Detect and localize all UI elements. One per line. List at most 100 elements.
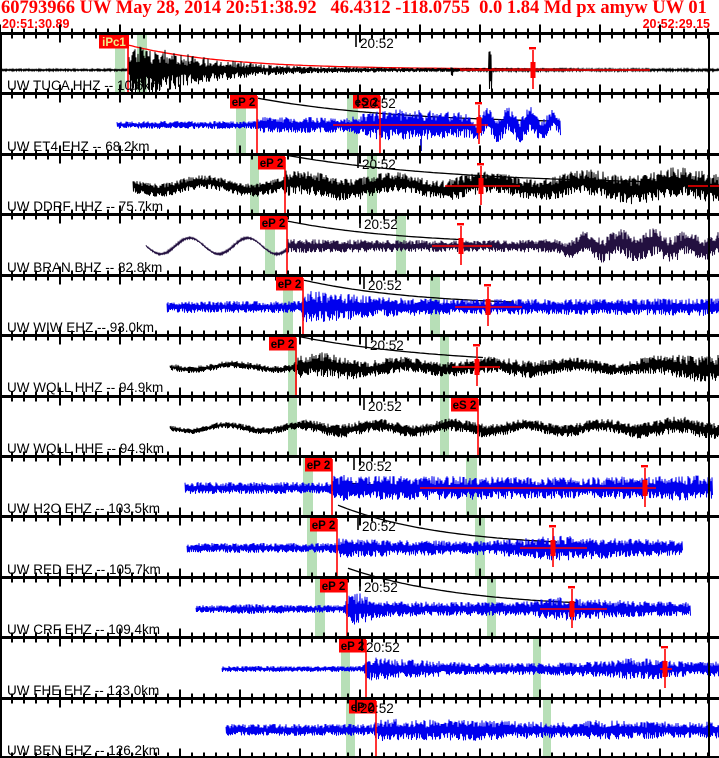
coda-duration-marker[interactable] bbox=[420, 464, 656, 507]
trace-plot[interactable]: eP 2 20:52 bbox=[0, 447, 719, 517]
trace-plot[interactable]: eP 2 eS 2 20:52 bbox=[0, 84, 719, 154]
time-label: 20:52 bbox=[362, 157, 396, 172]
right-frame-border bbox=[708, 33, 710, 758]
trace-plot[interactable]: eP 2 20:52 bbox=[0, 504, 719, 577]
waveform[interactable] bbox=[225, 718, 719, 741]
waveform[interactable] bbox=[169, 352, 719, 382]
green-highlight bbox=[115, 35, 125, 94]
time-label: 20:52 bbox=[368, 399, 402, 414]
waveform[interactable] bbox=[184, 474, 713, 501]
trace-row[interactable]: eP 2 20:52 UW FHE EHZ -- 123.0km bbox=[0, 628, 719, 698]
trace-plot[interactable]: iPc1 20:52 bbox=[0, 24, 719, 94]
pick-label: eP 2 bbox=[260, 158, 283, 170]
time-label: 20:52 bbox=[360, 701, 394, 716]
phase-pick-flag[interactable]: eS 2 bbox=[353, 95, 381, 154]
waveform[interactable] bbox=[132, 167, 719, 204]
pick-label: eP 2 bbox=[307, 460, 330, 472]
phase-pick-flag[interactable]: eP 2 bbox=[258, 155, 286, 215]
pick-label: eP 2 bbox=[341, 641, 364, 653]
coda-duration-marker[interactable] bbox=[660, 646, 672, 689]
coda-decay-curve bbox=[347, 567, 577, 604]
phase-pick-flag[interactable]: iPc1 bbox=[99, 35, 129, 94]
trace-row[interactable]: eP 2 20:52 UW WIW EHZ -- 93.0km bbox=[0, 266, 719, 336]
coda-duration-marker[interactable] bbox=[452, 344, 500, 387]
phase-pick-flag[interactable]: eP 2 bbox=[339, 639, 367, 698]
trace-row[interactable]: eS 2 20:52 UW WQLL HHE -- 94.9km bbox=[0, 387, 719, 457]
station-label: UW H2O EHZ -- 103.5km bbox=[7, 501, 161, 517]
trace-row[interactable]: eP 2 20:52 UW BRAN BHZ -- 82.8km bbox=[0, 205, 719, 275]
phase-pick-flag[interactable]: eS 2 bbox=[451, 397, 479, 456]
coda-decay-curve bbox=[296, 335, 484, 359]
time-ruler bbox=[0, 205, 719, 224]
pick-label: iPc1 bbox=[102, 37, 126, 49]
trace-plot[interactable]: eS 2 20:52 bbox=[0, 387, 719, 457]
station-label: UW BRAN BHZ -- 82.8km bbox=[7, 259, 163, 275]
time-label: 20:52 bbox=[368, 278, 402, 293]
trace-row[interactable]: eP 2 20:52 UW DDRF HHZ -- 75.7km bbox=[0, 145, 719, 215]
coda-duration-marker[interactable] bbox=[460, 47, 650, 89]
phase-pick-flag[interactable]: eP 2 bbox=[305, 457, 333, 517]
trace-row[interactable]: eP 2 20:52 UW CRF EHZ -- 109.4km bbox=[0, 567, 719, 638]
pick-label: eP 2 bbox=[232, 97, 255, 109]
station-label: UW FHE EHZ -- 123.0km bbox=[7, 682, 160, 698]
coda-duration-marker[interactable] bbox=[432, 223, 492, 266]
phase-pick-flag[interactable]: eP 2 bbox=[310, 518, 338, 577]
trace-plot[interactable]: eP 2 20:52 bbox=[0, 326, 719, 396]
time-ruler bbox=[0, 266, 719, 285]
time-label: 20:52 bbox=[360, 36, 394, 51]
pick-label: eP 2 bbox=[312, 520, 335, 532]
coda-duration-marker[interactable] bbox=[333, 102, 488, 145]
green-highlight bbox=[265, 216, 275, 275]
coda-duration-marker[interactable] bbox=[445, 162, 520, 205]
trace-row[interactable]: eP 2 eS 2 20:52 UW ET4 EHZ -- 68.2km bbox=[0, 84, 719, 154]
pick-label: eP 2 bbox=[278, 279, 301, 291]
time-label: 20:52 bbox=[362, 96, 396, 111]
time-ruler bbox=[0, 568, 719, 587]
trace-plot[interactable]: eP 2 20:52 bbox=[0, 266, 719, 336]
time-ruler bbox=[0, 145, 719, 164]
window-start-time: 20:51:30.89 bbox=[2, 17, 70, 31]
trace-row[interactable]: iPc1 20:52 UW TUCA HHZ -- 10.6km bbox=[0, 24, 719, 94]
time-label: 20:52 bbox=[370, 338, 404, 353]
time-label: 20:52 bbox=[364, 217, 398, 232]
waveform[interactable] bbox=[169, 416, 719, 439]
waveform[interactable] bbox=[221, 657, 719, 681]
trace-plot[interactable]: eP 2 20:52 bbox=[0, 628, 719, 698]
time-ruler bbox=[0, 84, 719, 103]
coda-duration-marker[interactable] bbox=[520, 525, 587, 568]
pick-label: eP 2 bbox=[322, 581, 345, 593]
time-ruler bbox=[0, 628, 719, 647]
trace-plot[interactable]: eP 2 20:52 bbox=[0, 205, 719, 275]
trace-plot[interactable]: eP 2 20:52 bbox=[0, 567, 719, 638]
trace-row[interactable]: eP 2 20:52 UW RED EHZ -- 105.7km bbox=[0, 504, 719, 577]
time-label: 20:52 bbox=[364, 580, 398, 595]
coda-duration-marker[interactable] bbox=[455, 283, 522, 326]
pick-label: eP 2 bbox=[271, 339, 294, 351]
time-label: 20:52 bbox=[366, 640, 400, 655]
phase-pick-flag[interactable]: eP 2 bbox=[230, 95, 258, 154]
pick-label: eS 2 bbox=[355, 97, 379, 109]
station-label: UW DDRF HHZ -- 75.7km bbox=[7, 199, 163, 215]
time-ruler bbox=[0, 447, 719, 466]
phase-pick-flag[interactable]: eP 2 bbox=[269, 337, 297, 396]
pick-label: eS 2 bbox=[453, 400, 477, 412]
coda-duration-marker[interactable] bbox=[540, 585, 607, 628]
phase-pick-flag[interactable]: eP 2 bbox=[276, 276, 304, 336]
coda-decay-curve bbox=[303, 279, 515, 303]
time-ruler bbox=[0, 326, 719, 345]
time-ruler bbox=[0, 387, 719, 405]
coda-decay-curve bbox=[337, 504, 558, 543]
trace-panel-stack: iPc1 20:52 UW TUCA HHZ -- 10.6km eP 2 eS … bbox=[0, 24, 719, 758]
window-end-time: 20:52:29.15 bbox=[642, 17, 710, 31]
time-label: 20:52 bbox=[362, 519, 396, 534]
trace-row[interactable]: eP 2 20:52 UW WQLL HHZ -- 94.9km bbox=[0, 326, 719, 396]
phase-pick-flag[interactable]: eP 2 bbox=[260, 216, 288, 275]
waveform[interactable] bbox=[195, 593, 691, 625]
trace-row[interactable]: eP 2 20:52 UW H2O EHZ -- 103.5km bbox=[0, 447, 719, 517]
phase-pick-flag[interactable]: eP 2 bbox=[320, 578, 348, 638]
waveform[interactable] bbox=[166, 290, 719, 322]
station-label: UW ET4 EHZ -- 68.2km bbox=[7, 138, 150, 154]
trace-plot[interactable]: eP 2 20:52 bbox=[0, 145, 719, 215]
waveform[interactable] bbox=[186, 536, 683, 561]
